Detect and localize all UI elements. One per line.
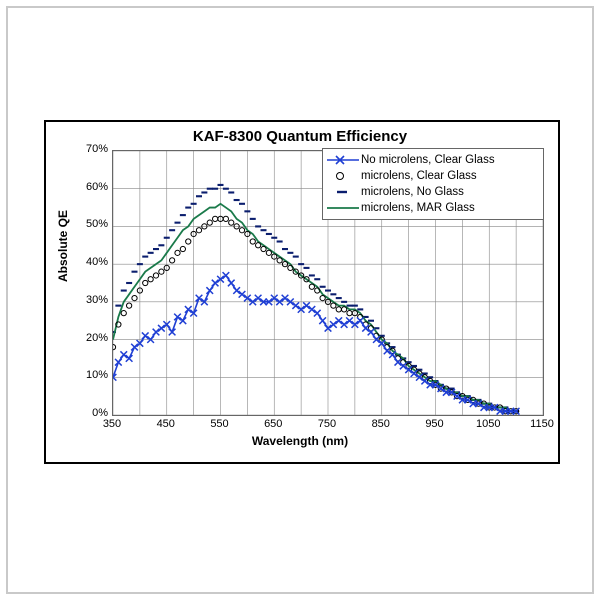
xtick: 1150 (522, 418, 562, 430)
legend-row: microlens, No Glass (325, 184, 541, 200)
page: KAF-8300 Quantum Efficiency Absolute QE … (0, 0, 600, 600)
xtick: 1050 (468, 418, 508, 430)
legend-swatch (325, 185, 361, 199)
xtick: 350 (92, 418, 132, 430)
legend-row: microlens, Clear Glass (325, 168, 541, 184)
legend-row: microlens, MAR Glass (325, 200, 541, 216)
x-axis-label: Wavelength (nm) (44, 434, 556, 448)
xtick: 950 (415, 418, 455, 430)
legend-swatch (325, 201, 361, 215)
xtick: 650 (253, 418, 293, 430)
legend-row: No microlens, Clear Glass (325, 152, 541, 168)
ytick: 50% (68, 218, 108, 230)
legend-label: microlens, Clear Glass (361, 170, 477, 182)
xtick: 850 (361, 418, 401, 430)
legend-swatch (325, 169, 361, 183)
xtick: 550 (200, 418, 240, 430)
xtick: 750 (307, 418, 347, 430)
legend-swatch (325, 153, 361, 167)
ytick: 40% (68, 256, 108, 268)
legend-label: No microlens, Clear Glass (361, 154, 495, 166)
legend: No microlens, Clear Glass microlens, Clea… (322, 148, 544, 220)
legend-label: microlens, MAR Glass (361, 202, 475, 214)
chart-title: KAF-8300 Quantum Efficiency (44, 128, 556, 145)
ytick: 70% (68, 143, 108, 155)
legend-label: microlens, No Glass (361, 186, 464, 198)
xtick: 450 (146, 418, 186, 430)
ytick: 30% (68, 294, 108, 306)
ytick: 20% (68, 332, 108, 344)
ytick: 10% (68, 369, 108, 381)
ytick: 60% (68, 181, 108, 193)
